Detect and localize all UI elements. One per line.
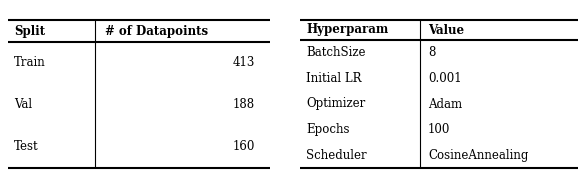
Text: Initial LR: Initial LR bbox=[306, 72, 362, 85]
Text: BatchSize: BatchSize bbox=[306, 46, 366, 59]
Text: # of Datapoints: # of Datapoints bbox=[105, 24, 208, 37]
Text: Epochs: Epochs bbox=[306, 123, 349, 136]
Text: CosineAnnealing: CosineAnnealing bbox=[428, 149, 529, 162]
Text: 100: 100 bbox=[428, 123, 451, 136]
Text: Scheduler: Scheduler bbox=[306, 149, 367, 162]
Text: 160: 160 bbox=[233, 140, 255, 153]
Text: Split: Split bbox=[14, 24, 45, 37]
Text: Value: Value bbox=[428, 24, 464, 36]
Text: Val: Val bbox=[14, 99, 32, 112]
Text: Optimizer: Optimizer bbox=[306, 98, 365, 111]
Text: Test: Test bbox=[14, 140, 39, 153]
Text: Train: Train bbox=[14, 56, 46, 70]
Text: 413: 413 bbox=[233, 56, 255, 70]
Text: 188: 188 bbox=[233, 99, 255, 112]
Text: Hyperparam: Hyperparam bbox=[306, 24, 389, 36]
Text: 0.001: 0.001 bbox=[428, 72, 462, 85]
Text: 8: 8 bbox=[428, 46, 435, 59]
Text: Adam: Adam bbox=[428, 98, 462, 111]
